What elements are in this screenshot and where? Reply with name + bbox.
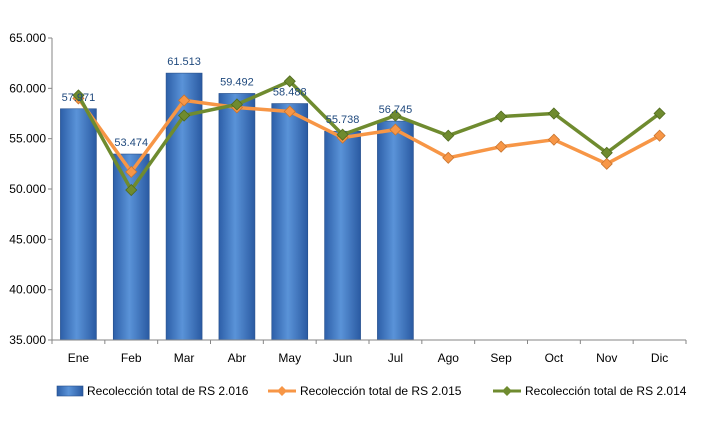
series-point	[230, 98, 243, 111]
x-tick-label: Jun	[333, 351, 352, 365]
legend-label: Recolección total de RS 2.016	[87, 384, 249, 398]
legend: Recolección total de RS 2.016 Recolección…	[56, 384, 687, 398]
legend-swatch	[56, 385, 84, 397]
x-tick-label: Abr	[228, 351, 247, 365]
x-tick-label: Oct	[545, 351, 564, 365]
series-point	[283, 105, 296, 118]
x-tick-label: Ene	[68, 351, 90, 365]
series-line	[76, 79, 661, 192]
bar	[60, 108, 97, 341]
y-tick-label: 40.000	[9, 283, 46, 297]
x-tick-label: May	[278, 351, 301, 365]
y-tick-label: 65.000	[9, 31, 46, 45]
bar-data-label: 56.745	[379, 104, 413, 116]
series-point	[125, 165, 138, 178]
series-point	[389, 109, 402, 122]
x-tick-label: Feb	[121, 351, 142, 365]
series-point	[178, 94, 191, 107]
series-point	[178, 109, 191, 122]
legend-label: Recolección total de RS 2.014	[525, 384, 687, 398]
bar	[324, 130, 361, 341]
bar-data-label: 53.474	[114, 137, 148, 149]
y-tick-label: 35.000	[9, 333, 46, 347]
x-tick-label: Dic	[651, 351, 668, 365]
series-point	[336, 128, 349, 141]
legend-label: Recolección total de RS 2.015	[300, 384, 462, 398]
series-point	[653, 107, 666, 120]
series-point	[600, 146, 613, 159]
series-point	[495, 140, 508, 153]
series-point	[442, 151, 455, 164]
x-tick-label: Mar	[174, 351, 195, 365]
series-point	[442, 129, 455, 142]
x-tick-label: Jul	[388, 351, 403, 365]
bars-layer	[60, 72, 414, 341]
legend-marker	[277, 386, 287, 396]
bar	[377, 120, 414, 341]
bar-data-label: 58.488	[273, 87, 307, 99]
series-line	[76, 97, 661, 174]
axes-layer: 35.000 40.000 45.000 50.000 55.000 60.000 65.0…	[9, 31, 687, 365]
y-tick-label: 60.000	[9, 81, 46, 95]
series-point	[125, 183, 138, 197]
bar-data-label: 57.971	[62, 92, 96, 104]
x-tick-label: Sep	[490, 351, 512, 365]
bar-data-label: 55.738	[326, 114, 360, 126]
bar-data-label: 59.492	[220, 76, 254, 88]
series-point	[547, 133, 560, 146]
x-tick-label: Ago	[438, 351, 460, 365]
series-point	[389, 123, 402, 136]
series-point	[600, 157, 613, 170]
y-tick-label: 45.000	[9, 232, 46, 246]
y-tick-label: 55.000	[9, 132, 46, 146]
y-tick-label: 50.000	[9, 182, 46, 196]
bar-data-label: 61.513	[167, 56, 201, 68]
series-point	[653, 129, 666, 142]
series-point	[72, 89, 85, 102]
bar	[112, 153, 150, 341]
bar	[218, 93, 256, 341]
series-point	[283, 75, 296, 88]
lines-layer	[72, 75, 666, 197]
bar	[271, 103, 309, 341]
x-tick-label: Nov	[596, 351, 617, 365]
series-point	[495, 110, 508, 123]
series-point	[547, 107, 560, 120]
legend-marker	[502, 386, 512, 396]
labels-layer: 57.971 53.474 61.513 59.492 58.488 55.738 56.7…	[62, 56, 413, 149]
